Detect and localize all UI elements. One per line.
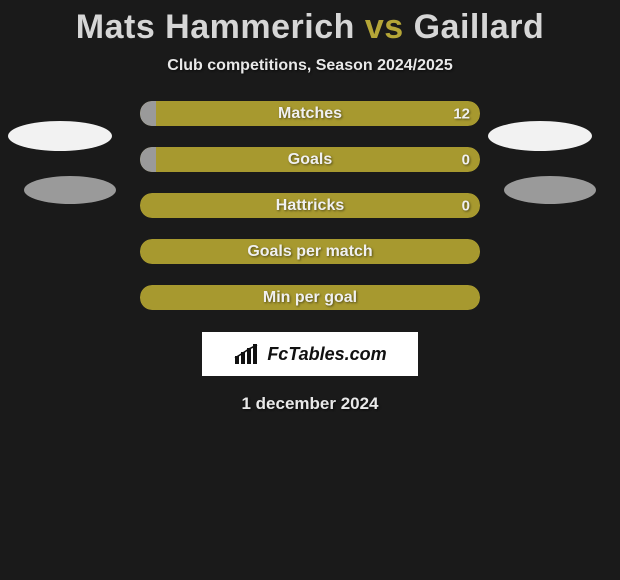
stat-label: Goals: [288, 151, 332, 169]
page-title: Mats Hammerich vs Gaillard: [0, 0, 620, 47]
stat-label: Hattricks: [276, 197, 344, 215]
decorative-ellipse: [8, 121, 112, 151]
stat-label: Matches: [278, 105, 342, 123]
logo-text: FcTables.com: [267, 344, 386, 365]
stat-label: Goals per match: [247, 243, 372, 261]
vs-text: vs: [365, 8, 404, 46]
stat-rows: Matches 12 Goals 0 Hattricks 0 Goals per match…: [140, 101, 480, 310]
stat-value-right: 0: [462, 151, 470, 168]
stat-value-right: 0: [462, 197, 470, 214]
stat-row: Hattricks 0: [140, 193, 480, 218]
date-text: 1 december 2024: [0, 394, 620, 414]
decorative-ellipse: [24, 176, 116, 204]
stat-bar-left-segment: [140, 147, 156, 172]
decorative-ellipse: [504, 176, 596, 204]
stat-row: Goals per match: [140, 239, 480, 264]
stat-row: Min per goal: [140, 285, 480, 310]
player2-name: Gaillard: [414, 8, 545, 46]
fctables-logo[interactable]: FcTables.com: [202, 332, 418, 376]
decorative-ellipse: [488, 121, 592, 151]
stat-bar-left-segment: [140, 101, 156, 126]
bar-chart-icon: [233, 344, 261, 364]
stat-row: Matches 12: [140, 101, 480, 126]
player1-name: Mats Hammerich: [76, 8, 355, 46]
subtitle: Club competitions, Season 2024/2025: [0, 57, 620, 75]
stat-value-right: 12: [453, 105, 470, 122]
stat-label: Min per goal: [263, 289, 357, 307]
stat-row: Goals 0: [140, 147, 480, 172]
